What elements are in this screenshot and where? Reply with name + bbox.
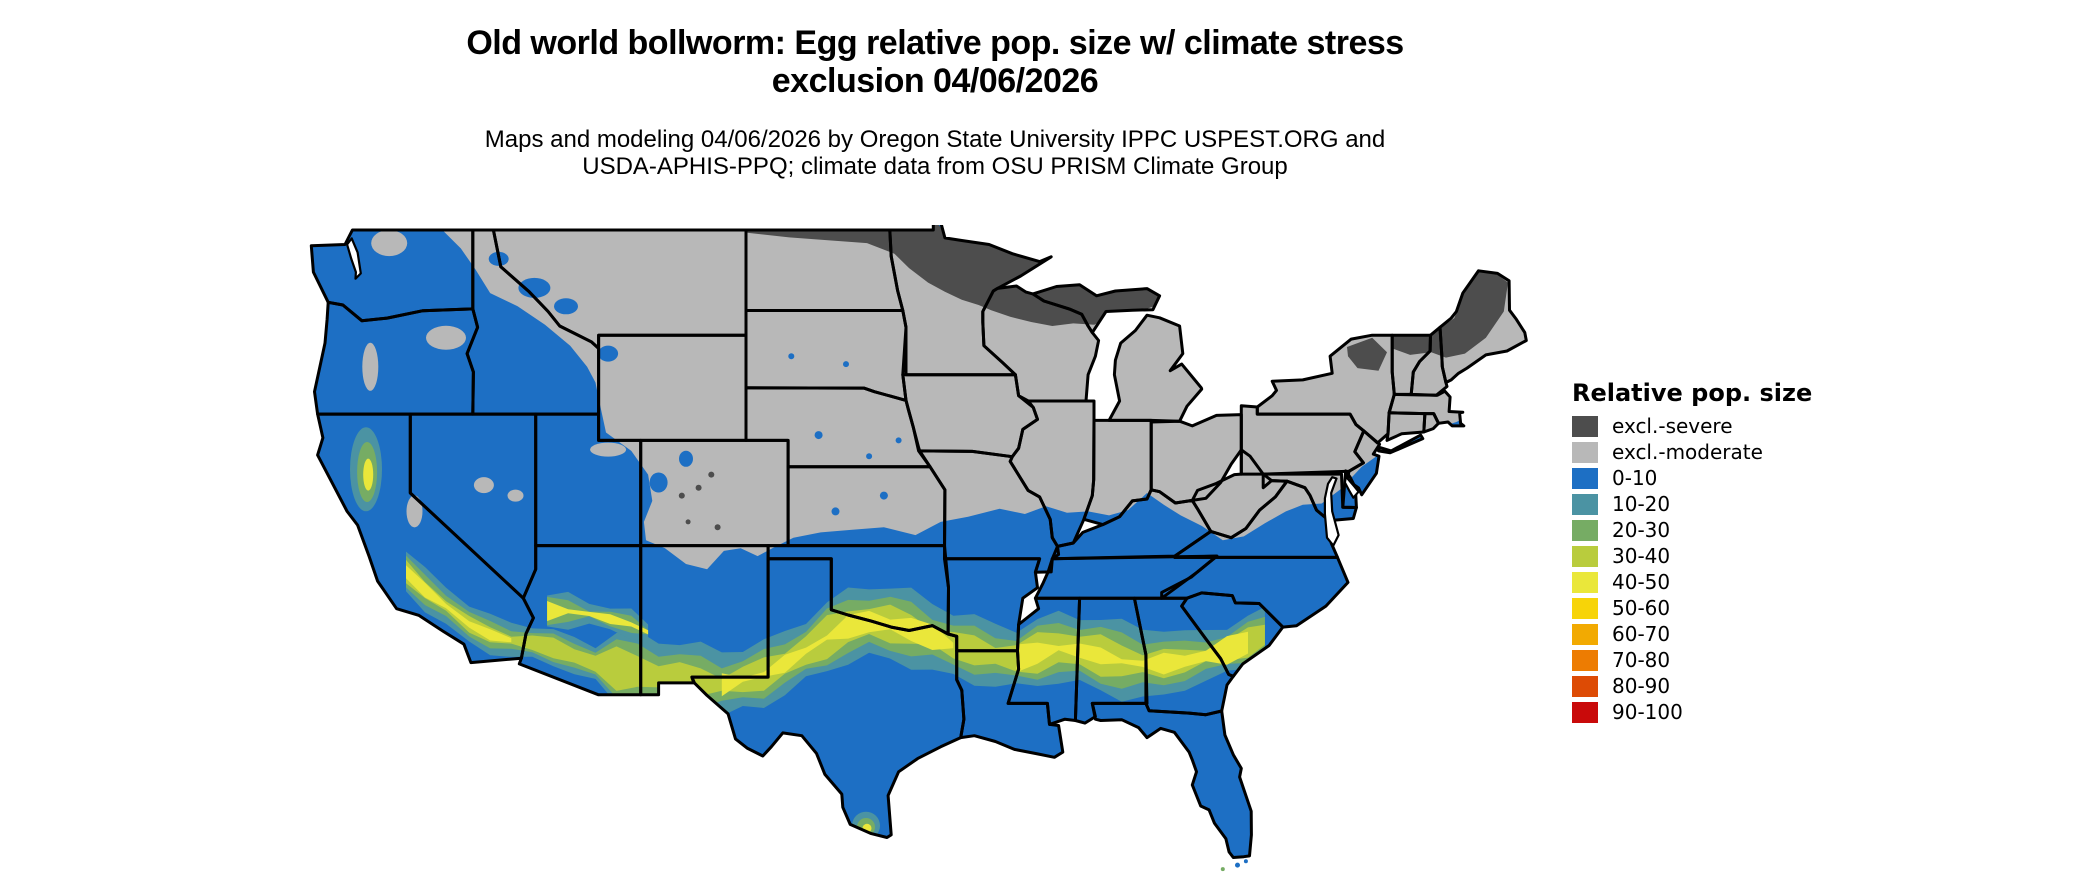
legend-swatch <box>1572 442 1598 463</box>
subtitle-line1: Maps and modeling 04/06/2026 by Oregon S… <box>484 126 1386 153</box>
florida-keys <box>1220 859 1248 872</box>
legend-item-70-80: 70-80 <box>1572 650 1812 671</box>
legend-item-10-20: 10-20 <box>1572 494 1812 515</box>
us-risk-map <box>305 218 1530 885</box>
legend-label: excl.-moderate <box>1612 440 1763 464</box>
legend-label: 50-60 <box>1612 596 1671 620</box>
legend-swatch <box>1572 416 1598 437</box>
state-border-WV <box>1190 448 1289 540</box>
state-border-ME <box>1438 269 1528 384</box>
water-bodies <box>346 237 1360 547</box>
subtitle: Maps and modeling 04/06/2026 by Oregon S… <box>0 126 1870 180</box>
legend-label: 60-70 <box>1612 622 1671 646</box>
us-map-svg <box>309 218 1528 872</box>
page-title-line1: Old world bollworm: Egg relative pop. si… <box>466 24 1404 62</box>
legend-title: Relative pop. size <box>1572 379 1813 407</box>
state-border-WI <box>981 284 1101 403</box>
legend-swatch <box>1572 520 1598 541</box>
state-border-NJ <box>1345 429 1382 497</box>
legend-label: 80-90 <box>1612 674 1671 698</box>
state-borders <box>309 218 1528 859</box>
legend-swatch <box>1572 494 1598 515</box>
legend-item-excl.-moderate: excl.-moderate <box>1572 442 1812 463</box>
legend-swatch <box>1572 702 1598 723</box>
legend-label: 40-50 <box>1612 570 1671 594</box>
legend-label: 0-10 <box>1612 466 1658 490</box>
legend-item-50-60: 50-60 <box>1572 598 1812 619</box>
state-border-MIL <box>1107 313 1204 423</box>
legend-item-90-100: 90-100 <box>1572 702 1812 723</box>
legend: Relative pop. size excl.-severe excl.-mod… <box>1572 380 1812 728</box>
legend-label: excl.-severe <box>1612 414 1733 438</box>
legend-item-excl.-severe: excl.-severe <box>1572 416 1812 437</box>
legend-item-30-40: 30-40 <box>1572 546 1812 567</box>
header: Old world bollworm: Egg relative pop. si… <box>0 24 1870 180</box>
page-title-line2: exclusion 04/06/2026 <box>771 62 1099 100</box>
legend-label: 90-100 <box>1612 700 1683 724</box>
legend-swatch <box>1572 546 1598 567</box>
legend-item-60-70: 60-70 <box>1572 624 1812 645</box>
legend-label: 20-30 <box>1612 518 1671 542</box>
state-border-OH <box>1149 413 1243 505</box>
legend-rows: excl.-severe excl.-moderate 0-10 10-20 20-30… <box>1572 416 1812 723</box>
legend-swatch <box>1572 572 1598 593</box>
state-border-LI <box>1377 433 1425 455</box>
legend-label: 10-20 <box>1612 492 1671 516</box>
legend-swatch <box>1572 676 1598 697</box>
legend-item-20-30: 20-30 <box>1572 520 1812 541</box>
legend-item-0-10: 0-10 <box>1572 468 1812 489</box>
legend-swatch <box>1572 598 1598 619</box>
subtitle-line2: USDA-APHIS-PPQ; climate data from OSU PR… <box>582 153 1288 180</box>
legend-label: 70-80 <box>1612 648 1671 672</box>
legend-swatch <box>1572 468 1598 489</box>
legend-item-80-90: 80-90 <box>1572 676 1812 697</box>
legend-label: 30-40 <box>1612 544 1671 568</box>
legend-swatch <box>1572 650 1598 671</box>
legend-swatch <box>1572 624 1598 645</box>
state-border-FL <box>1090 701 1253 859</box>
legend-item-40-50: 40-50 <box>1572 572 1812 593</box>
state-border-TX <box>690 557 966 839</box>
map-raster <box>311 220 1527 858</box>
